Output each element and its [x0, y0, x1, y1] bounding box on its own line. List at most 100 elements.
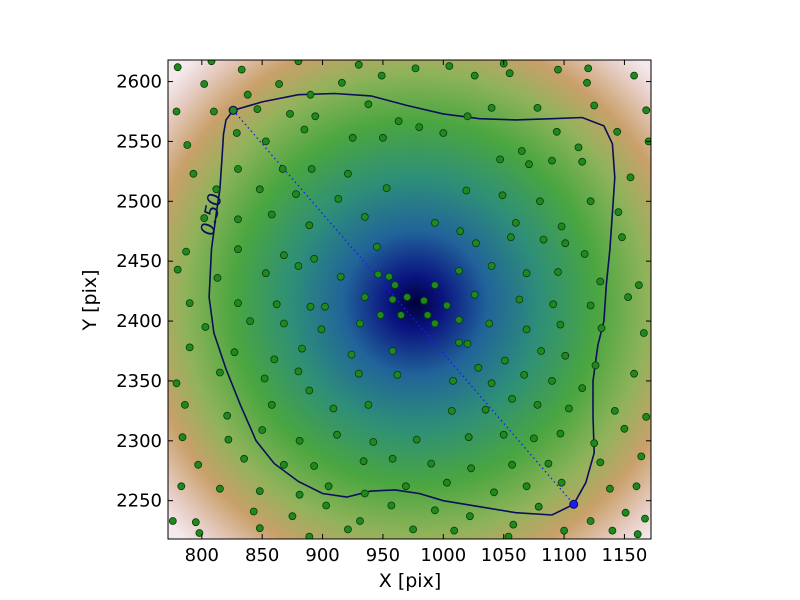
scatter-point-188	[295, 490, 304, 499]
x-tick-label-3: 950	[366, 545, 400, 566]
scatter-point-85	[173, 265, 182, 274]
scatter-point-196	[606, 484, 614, 493]
scatter-point-18	[583, 78, 591, 87]
scatter-point-213	[255, 524, 264, 533]
scatter-point-212	[195, 529, 204, 537]
scatter-point-214	[305, 532, 314, 539]
scatter-point-90	[385, 272, 393, 281]
scatter-point-94	[554, 268, 562, 276]
scatter-point-161	[224, 435, 233, 444]
scatter-point-6	[445, 62, 454, 70]
scatter-point-189	[324, 482, 333, 491]
scatter-point-191	[401, 482, 410, 491]
scatter-point-118	[455, 315, 463, 324]
scatter-point-186	[215, 484, 224, 493]
scatter-point-137	[260, 374, 269, 383]
scatter-point-58	[334, 194, 343, 203]
y-tick-label-1: 2300	[116, 431, 162, 452]
scatter-point-98	[234, 299, 242, 308]
scatter-point-115	[376, 311, 385, 320]
scatter-point-229	[423, 311, 432, 320]
scatter-point-43	[613, 127, 622, 136]
scatter-point-93	[522, 269, 531, 278]
scatter-point-136	[215, 368, 224, 377]
scatter-point-173	[194, 460, 203, 469]
scatter-point-201	[288, 512, 297, 521]
scatter-point-99	[272, 300, 281, 309]
scatter-point-180	[467, 464, 476, 473]
scatter-points	[168, 60, 651, 539]
scatter-point-125	[230, 348, 239, 357]
y-tick-label-7: 2600	[116, 72, 162, 93]
scatter-point-32	[183, 141, 192, 149]
scatter-point-184	[637, 452, 646, 461]
scatter-point-56	[255, 185, 264, 194]
scatter-point-122	[597, 324, 606, 333]
scatter-point-149	[267, 400, 276, 409]
scatter-point-192	[442, 478, 451, 487]
scatter-point-38	[415, 123, 424, 131]
scatter-point-155	[508, 394, 516, 403]
x-tick-label-7: 1150	[602, 545, 648, 566]
scatter-point-138	[294, 367, 303, 376]
scatter-point-75	[182, 247, 191, 256]
scatter-point-219	[560, 526, 568, 535]
scatter-point-120	[522, 325, 531, 334]
x-tick-label-1: 850	[245, 545, 279, 566]
scatter-point-112	[279, 319, 288, 328]
y-tick-label-2: 2350	[116, 371, 162, 392]
scatter-point-71	[456, 227, 465, 236]
scatter-point-199	[191, 518, 200, 527]
scatter-point-69	[360, 212, 369, 221]
scatter-point-51	[525, 160, 533, 169]
scatter-point-133	[561, 351, 570, 360]
scatter-point-47	[278, 165, 287, 173]
y-axis-ticks: 2250 2300 2350 2400 2450 2500 2550 2600	[116, 72, 651, 512]
scatter-point-30	[590, 101, 599, 110]
scatter-point-128	[347, 350, 356, 359]
scatter-point-106	[515, 295, 524, 304]
scatter-point-13	[306, 90, 315, 99]
scatter-point-226	[455, 338, 463, 347]
x-tick-label-5: 1050	[481, 545, 527, 566]
scatter-point-225	[430, 281, 439, 290]
scatter-point-181	[508, 460, 516, 469]
scatter-point-134	[591, 361, 600, 370]
scatter-point-22	[253, 105, 262, 113]
scatter-point-77	[279, 251, 288, 260]
scatter-point-52	[548, 156, 556, 165]
scatter-point-102	[388, 295, 397, 304]
scatter-point-65	[200, 214, 209, 223]
scatter-point-169	[530, 434, 538, 443]
scatter-point-150	[305, 386, 314, 395]
scatter-point-21	[209, 107, 218, 116]
scatter-point-27	[463, 112, 472, 121]
scatter-point-103	[403, 293, 412, 302]
scatter-point-2	[237, 65, 246, 74]
scatter-point-175	[279, 460, 288, 469]
scatter-point-221	[633, 530, 642, 539]
scatter-point-171	[590, 439, 599, 448]
x-axis-ticks: 800 850 900 950 1000 1050 1100 1150	[185, 60, 648, 566]
scatter-point-31	[642, 106, 651, 115]
scatter-point-60	[462, 186, 471, 195]
scatter-point-50	[496, 155, 505, 164]
scatter-point-57	[292, 190, 300, 199]
scatter-point-121	[556, 320, 565, 329]
scatter-point-19	[630, 71, 638, 80]
scatter-point-131	[500, 356, 509, 365]
scatter-point-81	[506, 233, 515, 242]
scatter-point-113	[317, 325, 326, 334]
scatter-point-67	[267, 210, 276, 219]
scatter-point-8	[554, 65, 562, 74]
scatter-point-0	[173, 63, 182, 72]
scatter-point-123	[639, 329, 648, 337]
scatter-point-202	[322, 501, 331, 510]
scatter-point-179	[427, 459, 436, 468]
scatter-point-83	[561, 239, 570, 248]
scatter-point-210	[621, 508, 630, 517]
scatter-point-176	[310, 462, 319, 470]
x-tick-label-4: 1000	[420, 545, 466, 566]
scatter-point-16	[470, 71, 479, 80]
scatter-point-74	[618, 233, 626, 242]
